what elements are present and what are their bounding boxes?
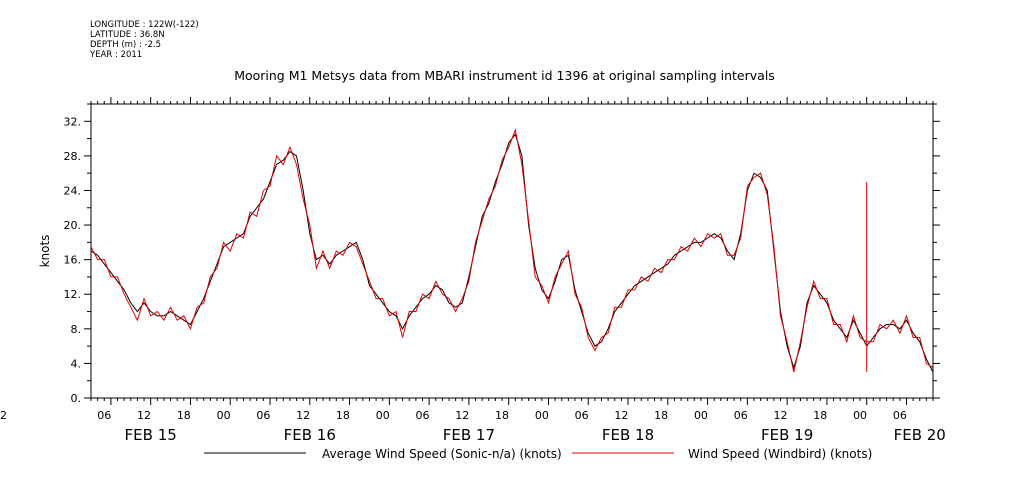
x-tick-labels: 06 12 18 00 06 12 18 00 06 12 18 00 06 12 18 00 06 12 18 00… — [0, 409, 907, 422]
longitude-label: LONGITUDE : 122W(-122) — [90, 20, 199, 30]
plot-frame — [90, 103, 934, 399]
x-tick-label: 18 — [495, 409, 509, 422]
y-tick-label: 0. — [71, 392, 82, 405]
day-labels: FEB 15 FEB 16 FEB 17 FEB 18 FEB 19 FEB 20 — [125, 426, 946, 444]
day-label: FEB 20 — [894, 426, 946, 444]
y-axis-label: knots — [38, 235, 52, 268]
x-tick-label: 06 — [893, 409, 907, 422]
y-tick-label: 20. — [64, 219, 82, 232]
x-tick-label: 12 — [774, 409, 788, 422]
x-tick-label: 00 — [376, 409, 390, 422]
x-tick-label: 06 — [256, 409, 270, 422]
x-tick-label: 12 — [296, 409, 310, 422]
x-tick-label: 18 — [177, 409, 191, 422]
x-tick-label: 00 — [535, 409, 549, 422]
x-tick-label: 12 — [0, 409, 7, 422]
depth-label: DEPTH (m) : -2.5 — [90, 40, 162, 50]
y-tick-label: 32. — [64, 115, 82, 128]
series-line-sonic — [90, 133, 934, 373]
x-tick-label: 06 — [415, 409, 429, 422]
legend: Average Wind Speed (Sonic-n/a) (knots) W… — [204, 447, 872, 461]
series-line-windbird — [90, 128, 934, 373]
x-tick-label: 12 — [137, 409, 151, 422]
axis-ticks — [84, 97, 940, 405]
day-label: FEB 19 — [761, 426, 813, 444]
y-tick-label: 4. — [71, 357, 82, 370]
day-label: FEB 15 — [125, 426, 177, 444]
x-tick-label: 18 — [336, 409, 350, 422]
x-tick-label: 00 — [694, 409, 708, 422]
day-label: FEB 16 — [284, 426, 336, 444]
y-tick-label: 28. — [64, 150, 82, 163]
x-tick-label: 06 — [575, 409, 589, 422]
x-tick-label: 06 — [97, 409, 111, 422]
x-tick-label: 18 — [654, 409, 668, 422]
y-tick-label: 12. — [64, 288, 82, 301]
metadata-block: LONGITUDE : 122W(-122) LATITUDE : 36.8N … — [90, 20, 199, 60]
year-label: YEAR : 2011 — [90, 50, 143, 60]
legend-label-windbird: Wind Speed (Windbird) (knots) — [688, 447, 872, 461]
x-tick-label: 06 — [734, 409, 748, 422]
x-tick-label: 18 — [813, 409, 827, 422]
latitude-label: LATITUDE : 36.8N — [90, 30, 165, 40]
day-label: FEB 18 — [602, 426, 654, 444]
day-label: FEB 17 — [443, 426, 495, 444]
y-tick-labels: 0. 4. 8. 12. 16. 20. 24. 28. 32. — [64, 115, 82, 405]
y-tick-label: 24. — [64, 184, 82, 197]
x-tick-label: 00 — [853, 409, 867, 422]
x-tick-label: 12 — [614, 409, 628, 422]
y-tick-label: 8. — [71, 323, 82, 336]
legend-label-sonic: Average Wind Speed (Sonic-n/a) (knots) — [322, 447, 562, 461]
series-lines — [90, 128, 934, 373]
x-tick-label: 00 — [217, 409, 231, 422]
x-tick-label: 12 — [455, 409, 469, 422]
y-tick-label: 16. — [64, 254, 82, 267]
chart-title: Mooring M1 Metsys data from MBARI instru… — [234, 68, 775, 83]
